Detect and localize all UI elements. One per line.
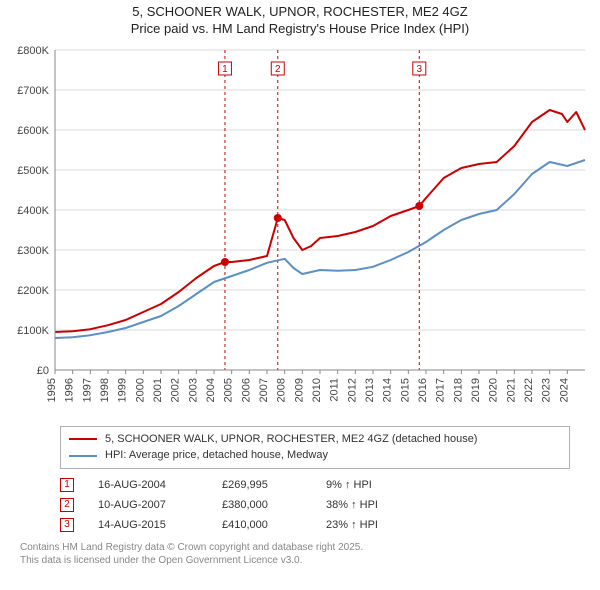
title-line-2: Price paid vs. HM Land Registry's House … — [0, 21, 600, 38]
svg-text:2021: 2021 — [505, 378, 517, 402]
svg-text:2014: 2014 — [382, 378, 394, 402]
chart-svg: £0 £100K £200K £300K £400K £500K £600K £700K £80… — [5, 40, 595, 420]
svg-text:2006: 2006 — [240, 378, 252, 402]
svg-text:£800K: £800K — [17, 45, 49, 57]
svg-text:2008: 2008 — [276, 378, 288, 402]
svg-text:£400K: £400K — [17, 205, 49, 217]
footer: Contains HM Land Registry data © Crown c… — [20, 541, 580, 567]
svg-text:2016: 2016 — [417, 378, 429, 402]
svg-text:2001: 2001 — [152, 378, 164, 402]
txn-price: £410,000 — [222, 519, 302, 531]
txn-pct: 38% ↑ HPI — [326, 499, 426, 511]
svg-text:£0: £0 — [37, 365, 49, 377]
txn-marker-1: 1 — [60, 478, 74, 492]
transaction-row: 1 16-AUG-2004 £269,995 9% ↑ HPI — [60, 475, 570, 495]
svg-text:1998: 1998 — [99, 378, 111, 402]
legend-label-hpi: HPI: Average price, detached house, Medw… — [105, 447, 328, 464]
svg-text:2010: 2010 — [311, 378, 323, 402]
svg-text:£200K: £200K — [17, 285, 49, 297]
txn-date: 16-AUG-2004 — [98, 479, 198, 491]
chart-area: £0 £100K £200K £300K £400K £500K £600K £700K £80… — [5, 40, 595, 420]
svg-text:2017: 2017 — [435, 378, 447, 402]
footer-line-2: This data is licensed under the Open Gov… — [20, 554, 580, 567]
txn-pct: 9% ↑ HPI — [326, 479, 426, 491]
svg-text:2000: 2000 — [134, 378, 146, 402]
svg-text:1999: 1999 — [117, 378, 129, 402]
svg-text:1996: 1996 — [64, 378, 76, 402]
legend-row: 5, SCHOONER WALK, UPNOR, ROCHESTER, ME2 … — [69, 431, 561, 448]
svg-text:2024: 2024 — [558, 378, 570, 402]
legend: 5, SCHOONER WALK, UPNOR, ROCHESTER, ME2 … — [60, 426, 570, 469]
transaction-row: 3 14-AUG-2015 £410,000 23% ↑ HPI — [60, 515, 570, 535]
svg-text:2005: 2005 — [223, 378, 235, 402]
svg-text:2009: 2009 — [293, 378, 305, 402]
svg-text:£100K: £100K — [17, 325, 49, 337]
svg-text:2023: 2023 — [541, 378, 553, 402]
transaction-row: 2 10-AUG-2007 £380,000 38% ↑ HPI — [60, 495, 570, 515]
svg-text:2011: 2011 — [329, 378, 341, 402]
footer-line-1: Contains HM Land Registry data © Crown c… — [20, 541, 580, 554]
txn-price: £380,000 — [222, 499, 302, 511]
svg-text:2015: 2015 — [399, 378, 411, 402]
txn-date: 10-AUG-2007 — [98, 499, 198, 511]
svg-text:£700K: £700K — [17, 85, 49, 97]
chart-title-block: 5, SCHOONER WALK, UPNOR, ROCHESTER, ME2 … — [0, 0, 600, 40]
svg-text:1997: 1997 — [81, 378, 93, 402]
svg-text:2020: 2020 — [488, 378, 500, 402]
svg-text:3: 3 — [417, 64, 423, 75]
txn-price: £269,995 — [222, 479, 302, 491]
svg-text:2022: 2022 — [523, 378, 535, 402]
legend-swatch-property — [69, 438, 97, 440]
svg-text:2004: 2004 — [205, 378, 217, 402]
svg-text:2003: 2003 — [187, 378, 199, 402]
svg-text:£500K: £500K — [17, 165, 49, 177]
svg-text:2: 2 — [275, 64, 281, 75]
svg-text:2018: 2018 — [452, 378, 464, 402]
legend-label-property: 5, SCHOONER WALK, UPNOR, ROCHESTER, ME2 … — [105, 431, 477, 448]
title-line-1: 5, SCHOONER WALK, UPNOR, ROCHESTER, ME2 … — [0, 4, 600, 21]
svg-text:2012: 2012 — [346, 378, 358, 402]
transactions-table: 1 16-AUG-2004 £269,995 9% ↑ HPI 2 10-AUG… — [60, 475, 570, 535]
legend-row: HPI: Average price, detached house, Medw… — [69, 447, 561, 464]
svg-text:2007: 2007 — [258, 378, 270, 402]
svg-text:£300K: £300K — [17, 245, 49, 257]
txn-pct: 23% ↑ HPI — [326, 519, 426, 531]
txn-date: 14-AUG-2015 — [98, 519, 198, 531]
legend-swatch-hpi — [69, 455, 97, 457]
svg-text:£600K: £600K — [17, 125, 49, 137]
svg-text:1995: 1995 — [46, 378, 58, 402]
svg-text:2019: 2019 — [470, 378, 482, 402]
svg-text:2002: 2002 — [170, 378, 182, 402]
svg-text:2013: 2013 — [364, 378, 376, 402]
txn-marker-3: 3 — [60, 518, 74, 532]
txn-marker-2: 2 — [60, 498, 74, 512]
svg-text:1: 1 — [222, 64, 228, 75]
